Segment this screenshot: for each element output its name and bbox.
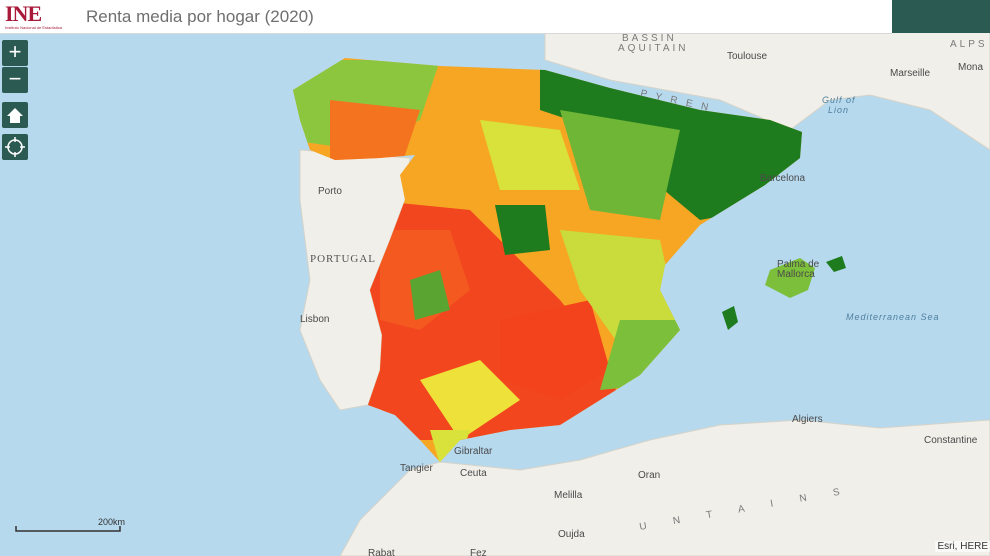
place-label: Tangier: [400, 463, 433, 474]
logo: INE: [5, 1, 42, 26]
place-label: Mallorca: [777, 269, 815, 280]
islands: [722, 256, 846, 330]
place-label: Oran: [638, 470, 660, 481]
zoom-in[interactable]: +: [2, 40, 28, 66]
logo-subtitle: Instituto Nacional de Estadística: [5, 25, 62, 30]
place-label: Palma de: [777, 259, 820, 270]
place-label: PORTUGAL: [310, 253, 376, 265]
scale-bar: [15, 526, 121, 532]
place-label: Fez: [470, 548, 487, 556]
choropleth: [293, 58, 802, 462]
title: Renta media por hogar (2020): [86, 7, 314, 26]
place-label: Lisbon: [300, 314, 329, 325]
place-label: Lion: [828, 105, 849, 115]
place-label: ALPS: [950, 39, 988, 50]
place-label: Mediterranean Sea: [846, 312, 940, 322]
place-label: Toulouse: [727, 51, 767, 62]
place-label: Algiers: [792, 414, 823, 425]
header: INE Instituto Nacional de Estadística Re…: [0, 0, 892, 34]
place-label: Constantine: [924, 435, 978, 446]
place-label: Gibraltar: [454, 446, 493, 457]
attribution: Esri, HERE: [935, 541, 990, 552]
place-label: Oujda: [558, 529, 585, 540]
locate-button[interactable]: [2, 134, 28, 160]
place-label: Porto: [318, 186, 342, 197]
place-label: Barcelona: [760, 173, 805, 184]
place-label: BASSIN: [622, 33, 677, 44]
place-label: Gulf of: [822, 95, 856, 105]
place-label: Marseille: [890, 68, 930, 79]
scale-label: 200km: [98, 517, 126, 527]
zoom-out[interactable]: −: [2, 67, 28, 93]
place-label: Melilla: [554, 490, 583, 501]
land: [299, 29, 990, 556]
home-button[interactable]: [2, 102, 28, 128]
header-panel: [892, 0, 990, 33]
place-label: Mona: [958, 62, 983, 73]
place-label: Ceuta: [460, 468, 487, 479]
place-label: AQUITAIN: [618, 43, 688, 54]
place-label: Rabat: [368, 548, 395, 556]
